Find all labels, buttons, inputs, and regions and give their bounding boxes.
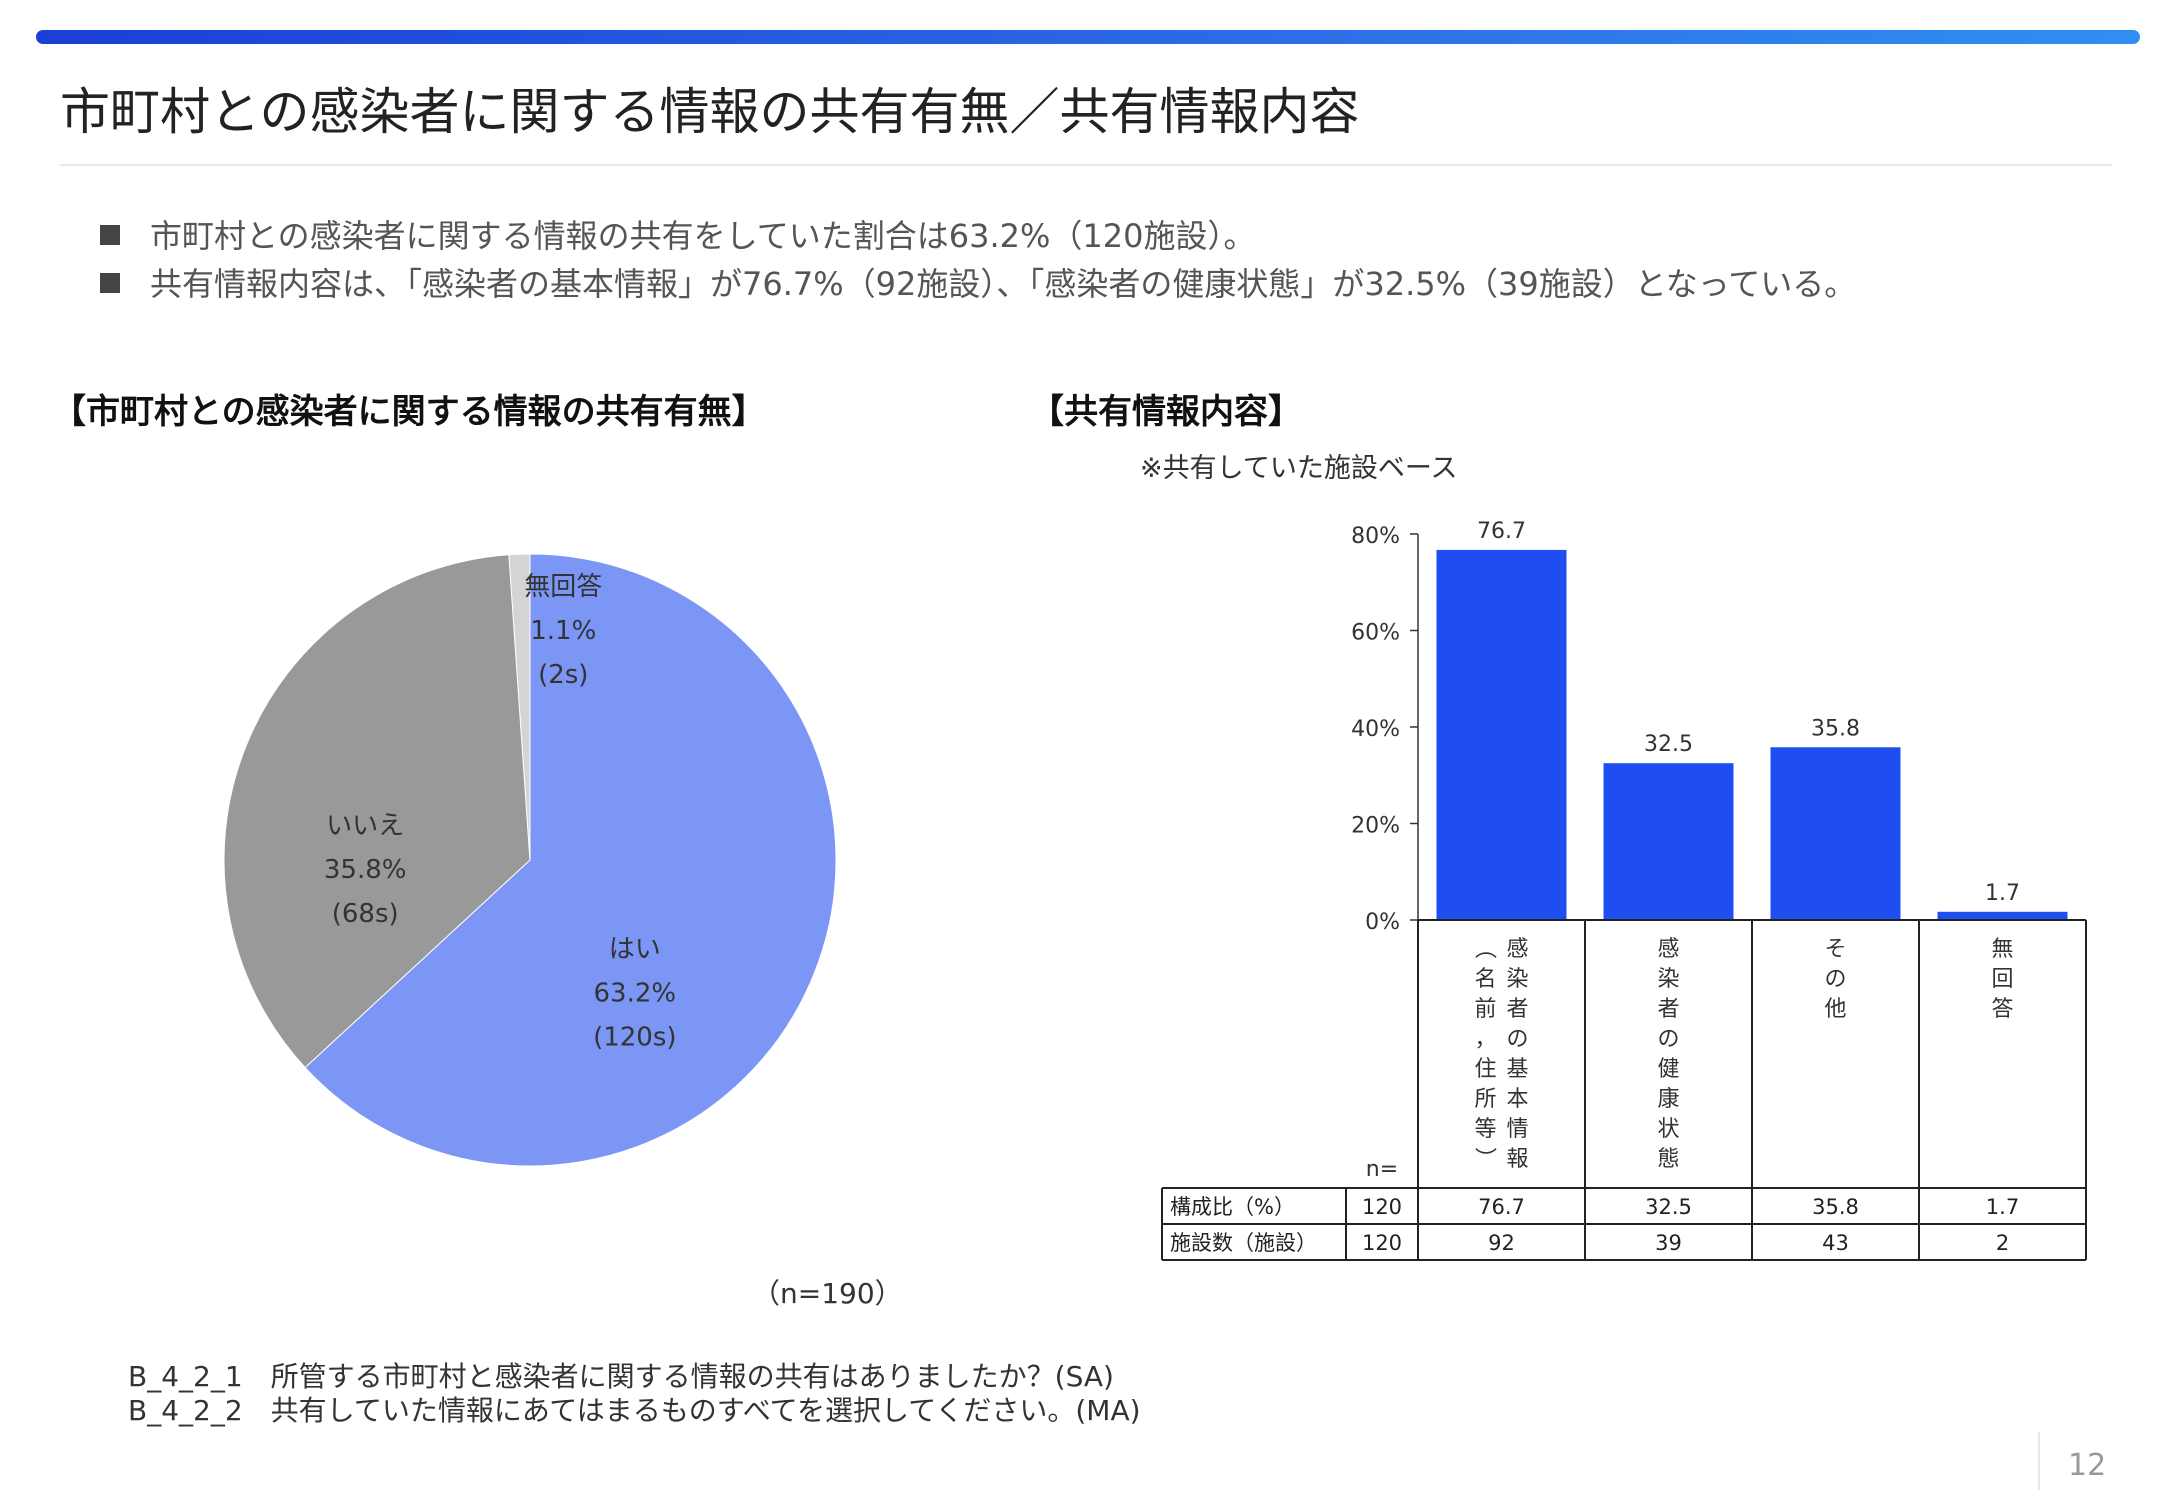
title-divider bbox=[60, 164, 2112, 166]
table-n-header: n= bbox=[1366, 1157, 1398, 1182]
category-label-char: 回 bbox=[1991, 967, 2013, 992]
pie-chart-title: 【市町村との感染者に関する情報の共有有無】 bbox=[52, 392, 766, 432]
question-text: B_4_2_1 所管する市町村と感染者に関する情報の共有はありましたか？(SA) bbox=[128, 1360, 1114, 1393]
survey-questions: B_4_2_1 所管する市町村と感染者に関する情報の共有はありましたか？(SA)… bbox=[128, 1360, 1141, 1428]
bar-chart-note: ※共有していた施設ベース bbox=[1140, 453, 1458, 484]
header-accent-bar bbox=[36, 30, 2140, 44]
category-label-char: 態 bbox=[1657, 1147, 1679, 1172]
table-cell: 35.8 bbox=[1812, 1195, 1859, 1219]
y-tick-label: 40% bbox=[1351, 717, 1400, 742]
pie-chart: はい 63.2% (120s) いいえ 35.8% (68s) 無回答 1.1% (2s) bbox=[223, 553, 837, 1167]
bullet-text: 市町村との感染者に関する情報の共有をしていた割合は63.2%（120施設）。 bbox=[150, 217, 1256, 255]
pie-slice-label: (120s) bbox=[593, 1023, 676, 1053]
category-label-char: 感 bbox=[1506, 937, 1528, 962]
pie-slice-label: (68s) bbox=[332, 899, 399, 929]
pie-slice bbox=[304, 553, 837, 1167]
category-label-char: 所 bbox=[1474, 1087, 1496, 1112]
category-label-char: 情 bbox=[1506, 1117, 1528, 1142]
bar-value-label: 76.7 bbox=[1477, 519, 1526, 544]
pie-slice-label: はい bbox=[609, 935, 661, 965]
page-number: 12 bbox=[2068, 1448, 2107, 1483]
page-number-divider bbox=[2038, 1432, 2040, 1490]
y-tick-label: 60% bbox=[1351, 621, 1400, 646]
pie-slice-label: 63.2% bbox=[594, 979, 677, 1009]
table-row-label: 施設数（施設） bbox=[1170, 1231, 1317, 1255]
bullet-item: 共有情報内容は、「感染者の基本情報」が76.7%（92施設）、「感染者の健康状態… bbox=[100, 258, 1856, 306]
category-label-char: そ bbox=[1824, 937, 1846, 962]
category-label-char: 者 bbox=[1657, 997, 1679, 1022]
category-label-char: 状 bbox=[1657, 1117, 1679, 1142]
category-label-char: の bbox=[1506, 1027, 1528, 1052]
y-tick-label: 0% bbox=[1365, 910, 1400, 935]
category-label-char: 染 bbox=[1657, 967, 1679, 992]
category-label-char: 無 bbox=[1991, 937, 2013, 962]
category-label-char: 等 bbox=[1474, 1117, 1496, 1142]
bar bbox=[1770, 747, 1901, 920]
table-row-label: 構成比（%） bbox=[1170, 1195, 1295, 1219]
category-label-char: 染 bbox=[1506, 967, 1528, 992]
pie-slice-label: いいえ bbox=[326, 811, 404, 841]
table-cell: 2 bbox=[1996, 1231, 2009, 1255]
table-cell: 32.5 bbox=[1645, 1195, 1692, 1219]
bar-chart: 0%20%40%60%80% 76.732.535.81.7感染者の基本情報（名前… bbox=[1161, 519, 2087, 1261]
table-cell: 92 bbox=[1488, 1231, 1515, 1255]
category-label-char: 前 bbox=[1474, 997, 1496, 1022]
category-label-char: の bbox=[1824, 967, 1846, 992]
category-label-char: 基 bbox=[1506, 1057, 1528, 1082]
category-label-char: 感 bbox=[1657, 937, 1679, 962]
table-n-cell: 120 bbox=[1362, 1195, 1402, 1219]
category-label-char: ） bbox=[1472, 1147, 1497, 1169]
square-bullet-icon bbox=[100, 273, 120, 293]
category-label-char: 答 bbox=[1991, 997, 2013, 1022]
bar bbox=[1603, 763, 1734, 920]
square-bullet-icon bbox=[100, 225, 120, 245]
table-cell: 76.7 bbox=[1478, 1195, 1525, 1219]
category-label-char: の bbox=[1657, 1027, 1679, 1052]
table-n-cell: 120 bbox=[1362, 1231, 1402, 1255]
category-label-char: 他 bbox=[1824, 997, 1846, 1022]
summary-bullets: 市町村との感染者に関する情報の共有をしていた割合は63.2%（120施設）。 共… bbox=[100, 210, 1856, 306]
table-cell: 43 bbox=[1822, 1231, 1849, 1255]
pie-slice-label: 35.8% bbox=[324, 855, 407, 885]
bar-value-label: 1.7 bbox=[1985, 881, 2020, 906]
bullet-text: 共有情報内容は、「感染者の基本情報」が76.7%（92施設）、「感染者の健康状態… bbox=[150, 265, 1857, 303]
bar-value-label: 35.8 bbox=[1811, 716, 1860, 741]
category-label-char: 報 bbox=[1506, 1147, 1528, 1172]
y-tick-label: 80% bbox=[1351, 524, 1400, 549]
category-label-char: 名 bbox=[1474, 967, 1496, 992]
pie-slice bbox=[223, 554, 531, 1069]
pie-n-label: （n=190） bbox=[752, 1277, 903, 1310]
y-tick-label: 20% bbox=[1351, 814, 1400, 839]
category-label-char: （ bbox=[1472, 937, 1497, 959]
bar bbox=[1436, 549, 1567, 920]
pie-slice-label: 1.1% bbox=[530, 616, 596, 646]
category-label-char: 者 bbox=[1506, 997, 1528, 1022]
page-title: 市町村との感染者に関する情報の共有有無／共有情報内容 bbox=[60, 83, 1360, 141]
category-label-char: 住 bbox=[1474, 1057, 1496, 1082]
category-label-char: ， bbox=[1474, 1027, 1496, 1052]
category-label-char: 康 bbox=[1657, 1087, 1679, 1112]
bar bbox=[1937, 911, 2068, 920]
bullet-item: 市町村との感染者に関する情報の共有をしていた割合は63.2%（120施設）。 bbox=[100, 210, 1856, 258]
pie-slice bbox=[508, 553, 531, 861]
category-label-char: 本 bbox=[1506, 1087, 1528, 1112]
pie-slice-label: 無回答 bbox=[524, 572, 602, 602]
table-cell: 1.7 bbox=[1986, 1195, 2019, 1219]
bar-chart-title: 【共有情報内容】 bbox=[1030, 392, 1302, 432]
question-text: B_4_2_2 共有していた情報にあてはまるものすべてを選択してください。(MA… bbox=[128, 1394, 1141, 1427]
category-label-char: 健 bbox=[1657, 1057, 1679, 1082]
pie-slice-label: (2s) bbox=[538, 660, 588, 690]
bar-value-label: 32.5 bbox=[1644, 732, 1693, 757]
table-cell: 39 bbox=[1655, 1231, 1682, 1255]
